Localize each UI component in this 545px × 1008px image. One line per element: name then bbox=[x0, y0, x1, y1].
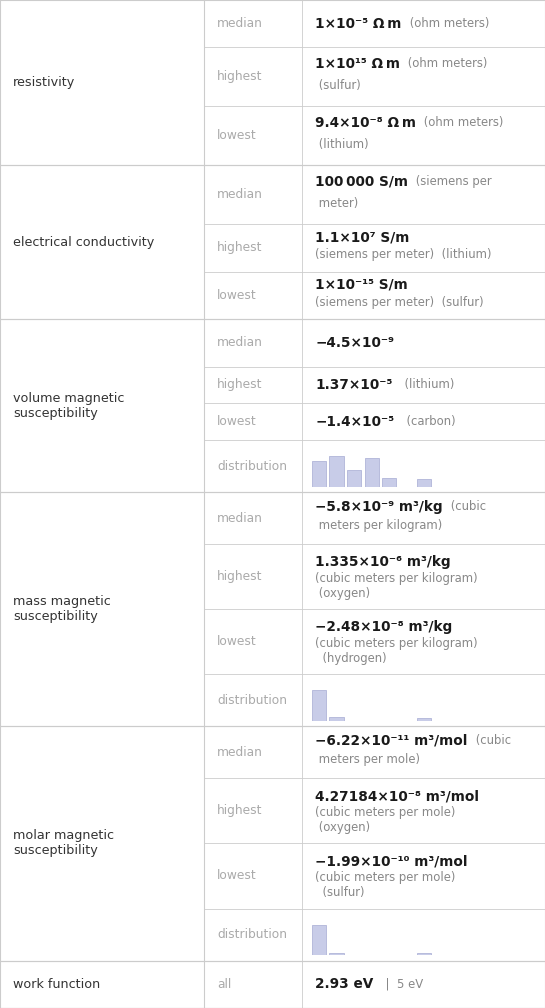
Text: lowest: lowest bbox=[217, 870, 257, 882]
Bar bbox=[417, 479, 431, 487]
Text: median: median bbox=[217, 337, 263, 350]
Text: −6.22×10⁻¹¹ m³/mol: −6.22×10⁻¹¹ m³/mol bbox=[316, 734, 468, 748]
Bar bbox=[382, 478, 396, 487]
Text: resistivity: resistivity bbox=[13, 77, 75, 89]
Text: 2.93 eV: 2.93 eV bbox=[316, 978, 374, 991]
Text: 1.37×10⁻⁵: 1.37×10⁻⁵ bbox=[316, 378, 393, 392]
Bar bbox=[312, 924, 326, 955]
Text: |  5 eV: | 5 eV bbox=[378, 978, 423, 991]
Text: (sulfur): (sulfur) bbox=[316, 79, 361, 92]
Text: highest: highest bbox=[217, 571, 263, 584]
Text: lowest: lowest bbox=[217, 129, 257, 142]
Text: median: median bbox=[217, 512, 263, 524]
Bar bbox=[347, 470, 361, 487]
Text: 100 000 S/m: 100 000 S/m bbox=[316, 174, 408, 188]
Text: meters per kilogram): meters per kilogram) bbox=[316, 519, 443, 532]
Text: work function: work function bbox=[13, 978, 100, 991]
Text: (ohm meters): (ohm meters) bbox=[406, 17, 489, 30]
Text: −2.48×10⁻⁸ m³/kg: −2.48×10⁻⁸ m³/kg bbox=[316, 621, 453, 634]
Text: −1.99×10⁻¹⁰ m³/mol: −1.99×10⁻¹⁰ m³/mol bbox=[316, 855, 468, 869]
Bar bbox=[330, 953, 343, 955]
Text: median: median bbox=[217, 746, 263, 759]
Text: (cubic meters per kilogram)
  (hydrogen): (cubic meters per kilogram) (hydrogen) bbox=[316, 637, 478, 665]
Text: distribution: distribution bbox=[217, 694, 287, 707]
Text: (siemens per meter)  (lithium): (siemens per meter) (lithium) bbox=[316, 248, 492, 261]
Text: 4.27184×10⁻⁸ m³/mol: 4.27184×10⁻⁸ m³/mol bbox=[316, 789, 480, 803]
Text: (ohm meters): (ohm meters) bbox=[404, 57, 488, 71]
Text: (cubic meters per mole)
 (oxygen): (cubic meters per mole) (oxygen) bbox=[316, 806, 456, 834]
Text: distribution: distribution bbox=[217, 928, 287, 941]
Bar bbox=[312, 461, 326, 487]
Bar bbox=[365, 458, 379, 487]
Text: −1.4×10⁻⁵: −1.4×10⁻⁵ bbox=[316, 414, 395, 428]
Text: 1.1×10⁷ S/m: 1.1×10⁷ S/m bbox=[316, 231, 410, 245]
Text: (cubic meters per mole)
  (sulfur): (cubic meters per mole) (sulfur) bbox=[316, 871, 456, 899]
Text: meter): meter) bbox=[316, 197, 359, 210]
Text: 1.335×10⁻⁶ m³/kg: 1.335×10⁻⁶ m³/kg bbox=[316, 555, 451, 570]
Bar bbox=[417, 718, 431, 721]
Text: molar magnetic
susceptibility: molar magnetic susceptibility bbox=[13, 830, 114, 858]
Text: (cubic: (cubic bbox=[472, 735, 511, 747]
Text: 1×10¹⁵ Ω m: 1×10¹⁵ Ω m bbox=[316, 57, 401, 71]
Bar bbox=[330, 718, 343, 721]
Text: highest: highest bbox=[217, 242, 263, 254]
Text: lowest: lowest bbox=[217, 635, 257, 648]
Text: (cubic: (cubic bbox=[447, 500, 486, 513]
Text: electrical conductivity: electrical conductivity bbox=[13, 236, 154, 249]
Bar bbox=[417, 953, 431, 955]
Text: lowest: lowest bbox=[217, 415, 257, 428]
Text: (carbon): (carbon) bbox=[398, 415, 455, 428]
Text: all: all bbox=[217, 978, 232, 991]
Text: median: median bbox=[217, 188, 263, 202]
Text: −5.8×10⁻⁹ m³/kg: −5.8×10⁻⁹ m³/kg bbox=[316, 500, 443, 514]
Text: lowest: lowest bbox=[217, 289, 257, 302]
Text: highest: highest bbox=[217, 378, 263, 391]
Text: highest: highest bbox=[217, 71, 263, 84]
Text: median: median bbox=[217, 17, 263, 30]
Text: 1×10⁻⁵ Ω m: 1×10⁻⁵ Ω m bbox=[316, 17, 402, 30]
Text: (lithium): (lithium) bbox=[397, 378, 454, 391]
Text: (siemens per: (siemens per bbox=[413, 175, 492, 188]
Bar bbox=[330, 457, 343, 487]
Text: distribution: distribution bbox=[217, 460, 287, 473]
Bar bbox=[312, 690, 326, 721]
Text: 9.4×10⁻⁸ Ω m: 9.4×10⁻⁸ Ω m bbox=[316, 116, 416, 130]
Text: volume magnetic
susceptibility: volume magnetic susceptibility bbox=[13, 392, 124, 419]
Text: (cubic meters per kilogram)
 (oxygen): (cubic meters per kilogram) (oxygen) bbox=[316, 572, 478, 600]
Text: (siemens per meter)  (sulfur): (siemens per meter) (sulfur) bbox=[316, 295, 484, 308]
Text: mass magnetic
susceptibility: mass magnetic susceptibility bbox=[13, 596, 111, 623]
Text: (ohm meters): (ohm meters) bbox=[421, 116, 504, 129]
Text: 1×10⁻¹⁵ S/m: 1×10⁻¹⁵ S/m bbox=[316, 278, 408, 292]
Text: meters per mole): meters per mole) bbox=[316, 753, 421, 766]
Text: −4.5×10⁻⁹: −4.5×10⁻⁹ bbox=[316, 336, 395, 350]
Text: highest: highest bbox=[217, 804, 263, 817]
Text: (lithium): (lithium) bbox=[316, 138, 369, 150]
